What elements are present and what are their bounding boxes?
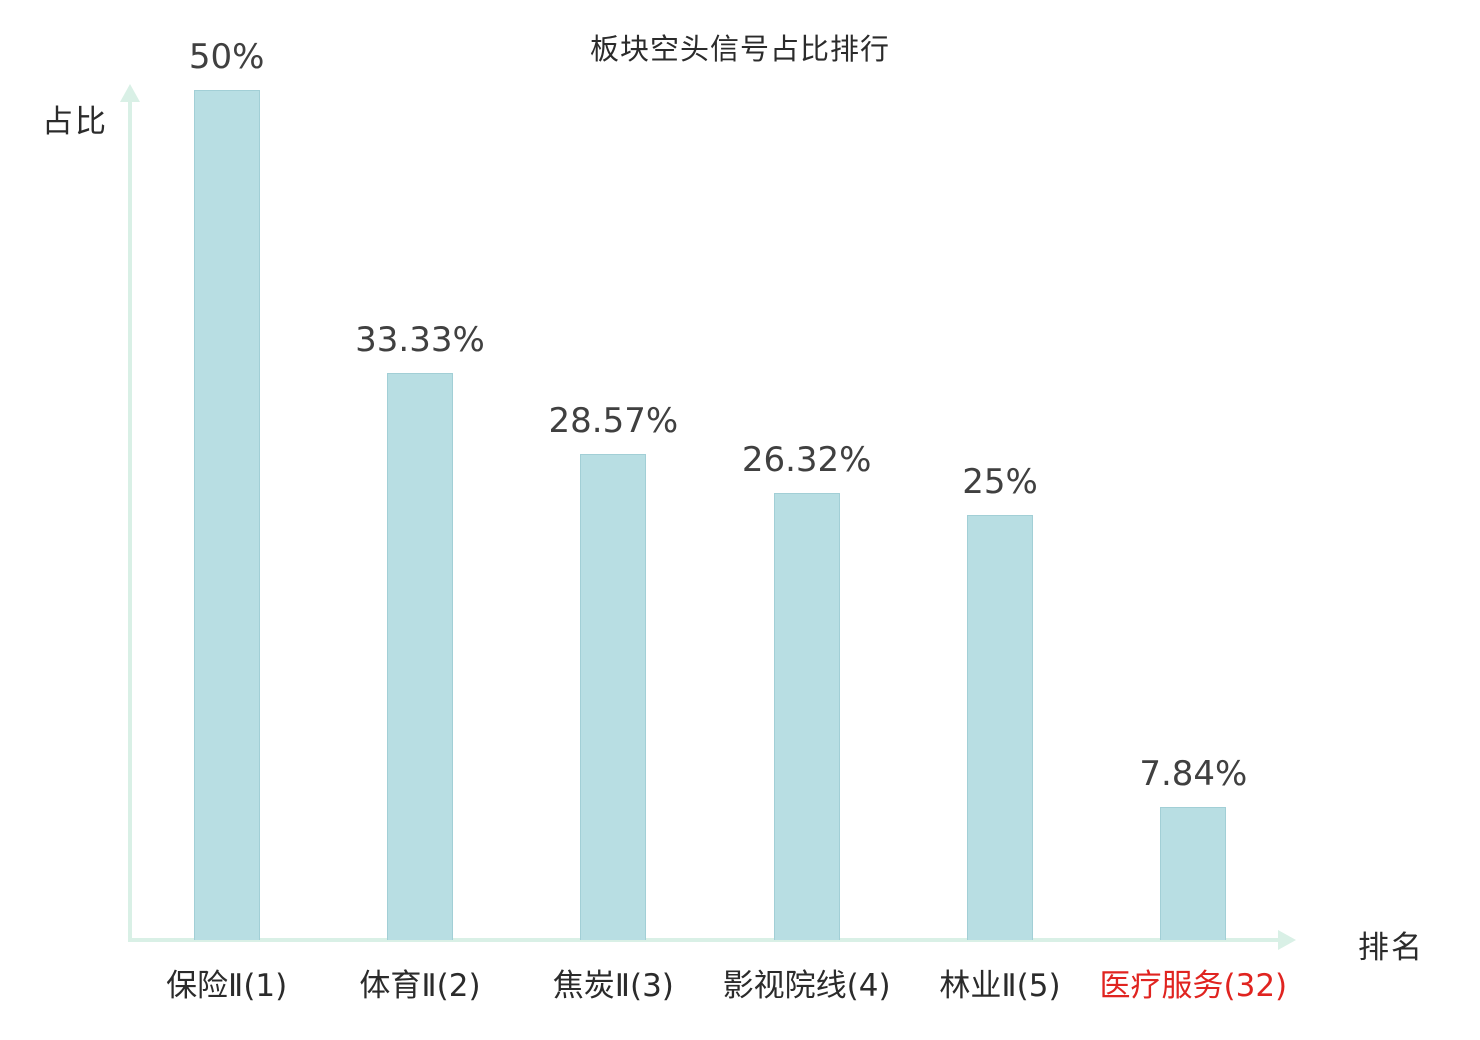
bar — [1160, 806, 1227, 940]
bar-category-label: 焦炭Ⅱ(3) — [552, 968, 674, 1004]
bar-value-label: 50% — [188, 37, 265, 77]
bar-value-label: 26.32% — [741, 439, 872, 480]
x-axis-arrow-icon — [1278, 930, 1296, 950]
chart-title: 板块空头信号占比排行 — [589, 32, 890, 66]
bar — [580, 454, 647, 940]
bar-value-label: 25% — [962, 462, 1038, 502]
bar-category-label: 医疗服务(32) — [1099, 968, 1288, 1004]
bar-category-label: 林业Ⅱ(5) — [939, 968, 1061, 1004]
bar — [773, 492, 840, 940]
bar-value-label: 7.84% — [1139, 753, 1248, 794]
bar — [193, 90, 260, 940]
bar — [387, 373, 453, 940]
bar-category-label: 保险Ⅱ(1) — [166, 968, 288, 1004]
y-axis-line — [128, 100, 132, 942]
x-axis-line — [128, 938, 1280, 942]
bar — [967, 515, 1033, 940]
bar-value-label: 33.33% — [355, 320, 485, 361]
y-axis-label: 占比 — [42, 104, 108, 140]
bar-category-label: 影视院线(4) — [722, 968, 891, 1004]
x-axis-label: 排名 — [1358, 930, 1424, 966]
y-axis-arrow-icon — [120, 84, 140, 102]
bar-category-label: 体育Ⅱ(2) — [359, 968, 481, 1004]
bar-value-label: 28.57% — [548, 401, 679, 442]
